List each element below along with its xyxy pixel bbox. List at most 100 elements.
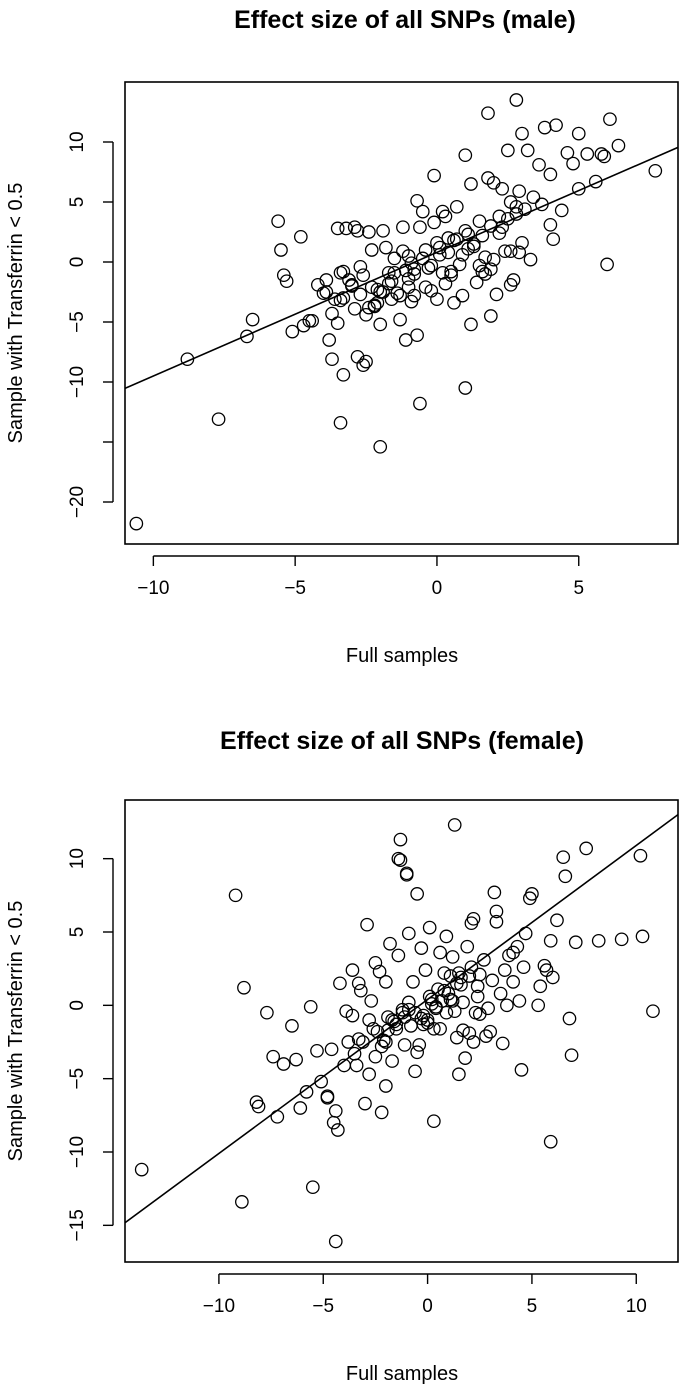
data-point [305, 1180, 320, 1195]
y-tick-label: 0 [67, 1000, 88, 1011]
data-point [449, 232, 464, 247]
data-point [373, 317, 388, 332]
data-point [407, 288, 422, 303]
data-point [421, 261, 436, 275]
data-point [395, 1002, 410, 1017]
data-point [571, 181, 586, 196]
data-point [503, 277, 518, 292]
data-point [319, 285, 334, 299]
data-point [512, 184, 527, 199]
data-point [390, 286, 405, 301]
data-point [336, 367, 351, 382]
data-point [345, 1008, 360, 1023]
data-point [387, 251, 402, 266]
data-point [537, 120, 552, 135]
data-point [333, 976, 347, 991]
data-point [464, 916, 479, 931]
data-point [558, 869, 573, 884]
data-point [373, 439, 388, 454]
data-point [489, 904, 504, 919]
data-point [500, 998, 514, 1013]
data-point [276, 268, 291, 283]
data-point [441, 986, 456, 1001]
y-tick-label: −10 [67, 366, 88, 398]
data-point [410, 328, 424, 343]
data-point [492, 209, 507, 224]
x-tick-label: 0 [432, 578, 443, 599]
data-point [393, 853, 408, 867]
data-point [326, 1115, 341, 1130]
data-point [564, 1048, 579, 1063]
data-point [526, 190, 541, 205]
data-point [516, 960, 531, 975]
x-ticks: −10 −5 0 5 10 [203, 1273, 647, 1317]
data-point [591, 933, 606, 948]
data-point [415, 251, 430, 266]
data-point [506, 975, 520, 989]
data-point [481, 1001, 495, 1016]
data-point [381, 1023, 395, 1038]
data-point [461, 241, 475, 256]
data-point [495, 1036, 510, 1051]
male-panel: Effect size of all SNPs (male) Full samp… [5, 6, 679, 667]
data-point [393, 832, 408, 847]
data-point [556, 850, 571, 865]
y-tick-label: −5 [67, 1068, 88, 1090]
data-point [378, 1079, 393, 1093]
x-axis-label: Full samples [346, 1363, 458, 1385]
data-point [418, 280, 433, 295]
data-point [478, 250, 493, 265]
data-point [432, 247, 447, 262]
data-point [433, 945, 447, 960]
data-point [356, 1035, 370, 1049]
y-axis-label: Sample with Transferrin < 0.5 [5, 183, 27, 444]
data-point [509, 207, 524, 221]
data-point [270, 1109, 285, 1124]
data-point [368, 955, 383, 970]
data-point [410, 1045, 425, 1060]
plot-frame [124, 799, 679, 1263]
data-point [535, 197, 549, 212]
data-point [441, 245, 456, 260]
data-point [381, 265, 396, 280]
data-point [398, 333, 413, 347]
data-point [372, 964, 387, 979]
data-point [325, 306, 339, 321]
data-point [314, 1074, 329, 1089]
data-point [333, 415, 348, 430]
data-point [401, 1002, 416, 1017]
data-point [422, 920, 437, 935]
data-point [475, 228, 490, 243]
data-point [320, 1089, 335, 1104]
data-point [228, 888, 243, 903]
data-point [364, 280, 379, 295]
data-point [566, 156, 580, 171]
data-point [330, 221, 345, 236]
data-point [129, 516, 144, 531]
data-point [460, 939, 475, 954]
data-point [387, 265, 402, 280]
data-point [472, 214, 487, 229]
data-point [588, 174, 603, 189]
data-point [389, 1021, 404, 1036]
x-tick-label: 10 [626, 1296, 647, 1317]
data-point [447, 1004, 462, 1019]
data-point [235, 1195, 249, 1209]
data-point [546, 232, 561, 247]
data-point [545, 970, 560, 985]
data-point [358, 1096, 372, 1111]
data-point [374, 1105, 389, 1120]
data-point [429, 999, 443, 1014]
data-point [489, 914, 504, 929]
data-point [456, 995, 470, 1010]
data-point [458, 1051, 472, 1065]
data-point [240, 329, 254, 344]
data-point [512, 245, 527, 260]
data-point [393, 288, 407, 303]
data-point [472, 967, 487, 982]
data-point [497, 963, 512, 977]
y-ticks: −15 −10 −5 0 5 10 [67, 848, 114, 1241]
data-point [413, 220, 427, 235]
data-point [435, 204, 450, 219]
data-point [299, 1085, 314, 1099]
